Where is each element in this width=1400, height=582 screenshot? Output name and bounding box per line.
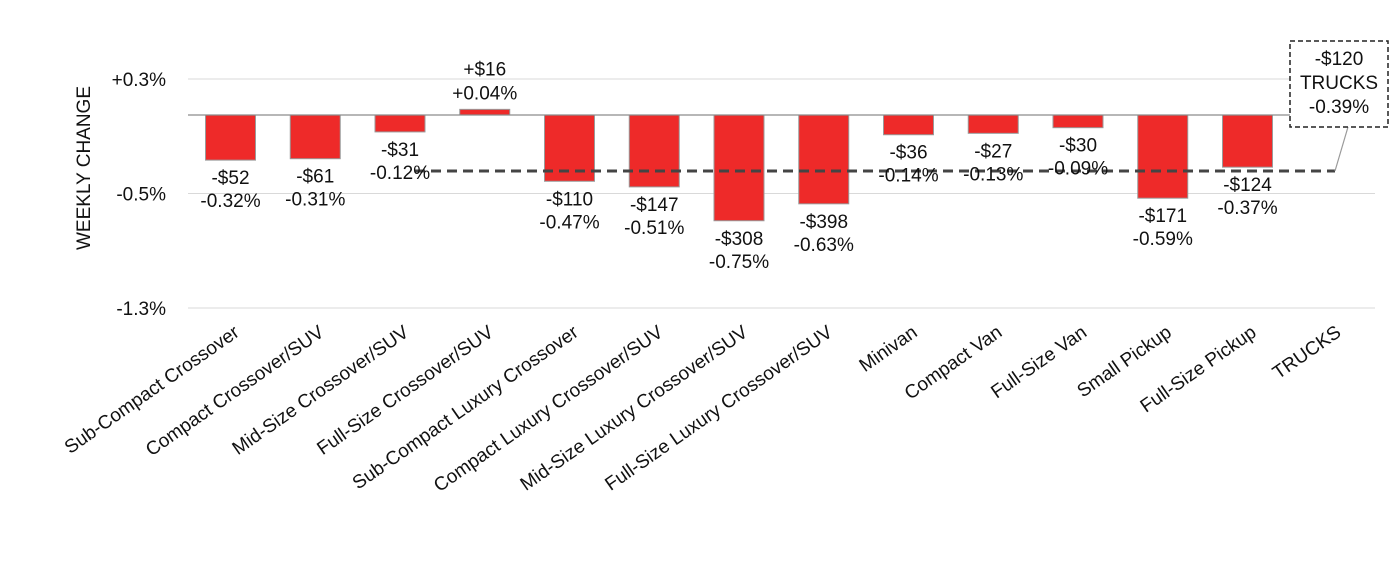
bar-percent-label: -0.75%: [709, 252, 769, 273]
gridlines: [188, 78, 1375, 309]
callout-text: -0.39%: [1309, 97, 1369, 118]
bar-percent-label: -0.13%: [963, 164, 1023, 185]
y-tick-label: -1.3%: [116, 299, 166, 320]
bar: [713, 114, 765, 222]
x-category-label: TRUCKS: [1269, 322, 1345, 384]
bars: [205, 108, 1273, 222]
bar-percent-label: -0.14%: [878, 166, 938, 187]
bar-percent-label: -0.63%: [794, 235, 854, 256]
callout-text: -$120: [1315, 49, 1364, 70]
bar-dollar-label: +$16: [463, 59, 506, 80]
bar-dollar-label: -$27: [974, 141, 1012, 162]
y-tick-label: +0.3%: [112, 70, 167, 91]
bar-percent-label: +0.04%: [452, 83, 517, 104]
bar-dollar-label: -$110: [546, 189, 593, 210]
bar-dollar-label: -$171: [1138, 206, 1187, 227]
bar: [289, 114, 341, 160]
average-callout: -$120 TRUCKS -0.39%: [1289, 40, 1389, 172]
bar-percent-label: -0.12%: [370, 163, 430, 184]
bar-percent-label: -0.51%: [624, 218, 684, 239]
bar: [374, 114, 426, 133]
bar: [883, 114, 934, 136]
callout-leader-line: [1334, 126, 1349, 172]
callout-text: TRUCKS: [1300, 73, 1378, 94]
y-tick-label: -0.5%: [116, 185, 166, 206]
bar: [459, 108, 511, 116]
bar-dollar-label: -$52: [211, 168, 249, 189]
bar: [798, 114, 850, 205]
x-category-label: Full-Size Van: [987, 322, 1090, 403]
x-category-label: Minivan: [856, 322, 922, 377]
bar: [967, 114, 1019, 134]
bar: [1137, 114, 1189, 199]
bar-percent-label: -0.09%: [1048, 159, 1108, 180]
data-labels: -$52-0.32% -$61-0.31% -$31-0.12% +$16 +0.04%…: [200, 59, 1277, 272]
bar-percent-label: -0.37%: [1217, 198, 1277, 219]
bar-dollar-label: -$147: [630, 195, 679, 216]
bar-percent-label: -0.47%: [539, 212, 599, 233]
bar-dollar-label: -$61: [296, 167, 334, 188]
bar: [628, 114, 680, 188]
bar-dollar-label: -$36: [889, 143, 927, 164]
y-axis-label: WEEKLY CHANGE: [74, 86, 95, 250]
bar-dollar-label: -$308: [715, 229, 764, 250]
bar: [205, 114, 256, 161]
bar: [1222, 114, 1273, 168]
bar: [1052, 114, 1104, 129]
bar-dollar-label: -$31: [381, 140, 419, 161]
bar-percent-label: -0.31%: [285, 190, 345, 211]
bar-dollar-label: -$30: [1059, 136, 1097, 157]
bar-dollar-label: -$398: [799, 212, 848, 233]
bar-percent-label: -0.59%: [1133, 229, 1193, 250]
bar-percent-label: -0.32%: [200, 191, 260, 212]
callout-box: [1289, 40, 1389, 128]
y-axis-ticks: +0.3% -0.5% -1.3%: [112, 70, 167, 320]
bar-dollar-label: -$124: [1223, 175, 1272, 196]
